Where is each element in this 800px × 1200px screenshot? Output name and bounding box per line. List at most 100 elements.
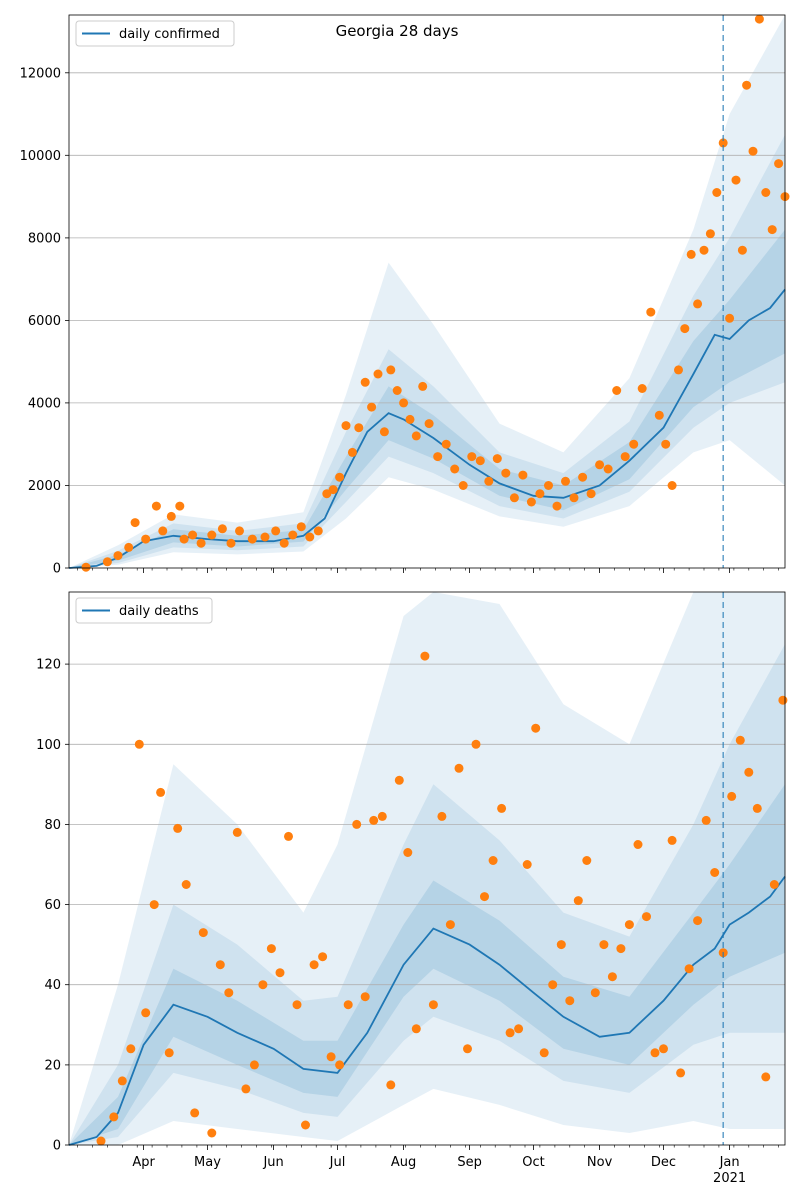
data-point xyxy=(607,972,617,982)
data-point xyxy=(761,1072,771,1082)
data-point xyxy=(450,464,460,474)
data-point xyxy=(190,1108,200,1118)
data-point xyxy=(328,485,338,495)
data-point xyxy=(392,386,402,395)
deaths-gridlines xyxy=(69,663,785,1066)
data-point xyxy=(109,1112,119,1122)
y-tick-label: 120 xyxy=(36,658,61,673)
y-tick-label: 100 xyxy=(36,738,61,753)
y-tick-label: 0 xyxy=(53,562,61,577)
data-point xyxy=(561,476,570,486)
data-point xyxy=(701,815,711,825)
data-point xyxy=(341,421,351,431)
legend-label: daily deaths xyxy=(119,604,199,619)
x-tick-label: Dec xyxy=(651,1155,676,1170)
data-point xyxy=(659,1044,668,1054)
data-point xyxy=(676,1068,686,1078)
data-point xyxy=(548,980,558,990)
data-point xyxy=(224,988,234,998)
data-point xyxy=(480,892,489,902)
data-point xyxy=(646,307,656,317)
uncertainty-band-middle xyxy=(69,134,785,568)
data-point xyxy=(215,960,225,970)
data-point xyxy=(318,952,328,962)
confirmed-legend: daily confirmed xyxy=(75,20,235,47)
data-point xyxy=(207,1128,217,1138)
data-point xyxy=(301,1120,310,1130)
data-point xyxy=(249,1060,259,1070)
axes-frame xyxy=(68,14,786,569)
data-point xyxy=(343,1000,353,1010)
data-point xyxy=(360,377,370,387)
data-point xyxy=(113,551,123,561)
deaths-legend: daily deaths xyxy=(75,597,213,624)
data-point xyxy=(226,538,236,548)
data-point xyxy=(235,526,244,536)
data-point xyxy=(742,80,752,90)
data-point xyxy=(667,481,677,490)
data-point xyxy=(441,439,451,449)
y-tick-label: 6000 xyxy=(28,314,61,329)
deaths-panel: 0 20 40 60 80 100 120 Apr May Jun Jul Aug Sep Oct Nov D… xyxy=(36,591,788,1186)
x-tick-label: Oct xyxy=(522,1155,544,1170)
data-point xyxy=(247,534,257,544)
data-point xyxy=(437,811,447,821)
legend-box xyxy=(75,597,213,624)
data-point xyxy=(484,476,494,486)
data-point xyxy=(367,402,377,412)
data-point xyxy=(616,944,626,954)
deaths-axes: 0 20 40 60 80 100 120 Apr May Jun Jul Aug Sep Oct Nov D… xyxy=(36,591,786,1186)
data-point xyxy=(654,410,664,420)
data-point xyxy=(149,900,159,910)
data-point xyxy=(518,470,528,480)
data-point xyxy=(522,860,532,869)
confirmed-gridlines xyxy=(69,72,785,486)
data-point xyxy=(81,562,91,572)
data-point xyxy=(769,880,779,889)
data-point xyxy=(535,489,545,499)
data-point xyxy=(386,365,396,375)
data-point xyxy=(198,928,208,938)
data-point xyxy=(266,944,276,954)
data-point xyxy=(217,524,227,534)
data-point xyxy=(556,940,566,950)
data-point xyxy=(284,831,293,841)
data-point xyxy=(712,188,722,197)
data-point xyxy=(335,1060,345,1070)
data-point xyxy=(650,1048,660,1058)
data-point xyxy=(296,522,306,532)
data-point xyxy=(774,159,784,169)
data-point xyxy=(322,489,332,499)
data-point xyxy=(497,803,507,813)
x-tick-label: May xyxy=(194,1155,221,1170)
data-point xyxy=(96,1136,106,1146)
data-point xyxy=(573,896,583,906)
data-point xyxy=(458,481,468,490)
data-point xyxy=(754,14,764,24)
data-point xyxy=(433,452,443,462)
x-tick-label: Aug xyxy=(391,1155,416,1170)
data-point xyxy=(354,423,364,433)
x-tick-label: 2021 xyxy=(713,1171,746,1186)
data-point xyxy=(179,534,189,544)
data-point xyxy=(141,534,151,544)
data-point xyxy=(531,723,541,733)
data-point xyxy=(124,542,134,552)
data-point xyxy=(181,880,191,889)
data-point xyxy=(595,460,605,470)
data-point xyxy=(399,398,409,408)
data-point xyxy=(352,819,362,829)
data-point xyxy=(727,791,737,801)
y-tick-label: 10000 xyxy=(20,149,61,164)
data-point xyxy=(705,229,715,239)
data-point xyxy=(454,763,464,773)
data-point xyxy=(166,511,176,521)
data-point xyxy=(175,501,185,511)
data-point xyxy=(428,1000,438,1010)
data-point xyxy=(394,775,404,785)
data-point xyxy=(629,439,639,449)
data-point xyxy=(196,538,206,548)
uncertainty-band-outer xyxy=(69,15,785,568)
data-point xyxy=(710,868,720,877)
data-point xyxy=(565,996,575,1006)
